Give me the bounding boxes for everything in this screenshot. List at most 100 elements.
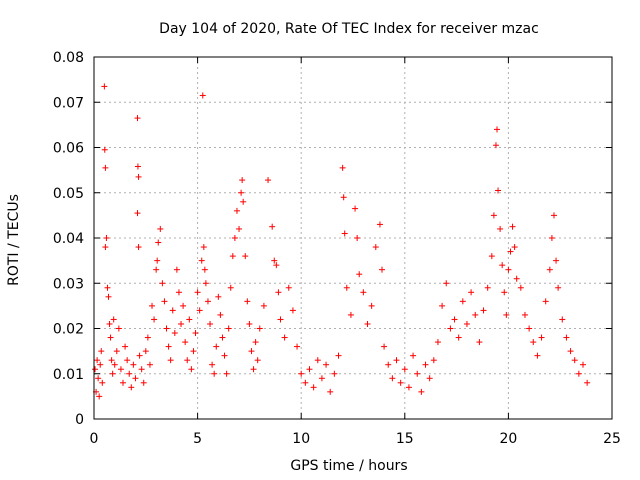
data-point — [340, 194, 347, 201]
data-point — [171, 330, 178, 337]
data-point — [393, 357, 400, 364]
data-point — [339, 164, 346, 171]
data-point — [538, 334, 545, 341]
data-point — [134, 163, 141, 170]
data-point — [584, 379, 591, 386]
data-point — [155, 239, 162, 246]
data-point — [173, 266, 180, 273]
data-point — [509, 223, 516, 230]
y-tick-label: 0.03 — [53, 276, 84, 292]
data-point — [347, 311, 354, 318]
data-point — [128, 384, 135, 391]
data-point — [275, 289, 282, 296]
data-point — [379, 266, 386, 273]
data-point — [103, 235, 110, 241]
data-point — [468, 289, 475, 296]
data-point — [102, 244, 109, 251]
data-point — [124, 357, 131, 364]
data-point — [492, 142, 499, 149]
data-point — [110, 316, 117, 323]
data-point — [94, 357, 101, 364]
data-point — [521, 311, 528, 318]
data-point — [144, 334, 151, 341]
y-tick-label: 0.05 — [53, 186, 84, 202]
data-point — [285, 284, 292, 291]
data-point — [302, 379, 309, 386]
data-point — [135, 173, 142, 180]
data-point — [256, 325, 263, 332]
data-point — [225, 325, 232, 332]
data-point — [273, 262, 280, 269]
data-point — [318, 375, 325, 382]
data-point — [501, 289, 508, 296]
data-point — [503, 311, 510, 318]
data-point — [281, 334, 288, 341]
data-point — [439, 302, 446, 309]
data-point — [165, 343, 172, 350]
data-point — [426, 375, 433, 382]
data-point — [122, 343, 129, 350]
data-point — [108, 357, 115, 364]
data-point — [480, 307, 487, 314]
data-point — [364, 320, 371, 327]
data-point — [546, 266, 553, 273]
data-point — [221, 352, 228, 359]
x-tick-label: 20 — [499, 431, 517, 447]
data-point — [192, 330, 199, 337]
data-point — [447, 325, 454, 332]
data-point — [194, 289, 201, 296]
data-point — [459, 298, 466, 305]
data-point — [248, 348, 255, 355]
data-point — [277, 316, 284, 323]
data-point — [106, 320, 113, 327]
data-point — [101, 83, 108, 90]
data-point — [184, 357, 191, 364]
data-point — [381, 343, 388, 350]
y-tick-label: 0.07 — [53, 95, 84, 111]
data-point — [271, 257, 278, 264]
data-point — [548, 235, 555, 241]
data-point — [238, 189, 245, 196]
data-point — [550, 212, 557, 219]
data-point — [132, 375, 139, 382]
data-point — [405, 384, 412, 391]
data-point — [159, 280, 166, 287]
data-point — [202, 280, 209, 287]
data-point — [115, 325, 122, 332]
data-point — [198, 257, 205, 264]
y-tick-label: 0 — [75, 412, 84, 428]
data-point — [372, 244, 379, 251]
data-point — [113, 348, 120, 355]
data-point — [188, 366, 195, 373]
y-axis-ticks: 0 0.01 0.02 0.03 0.04 0.05 0.06 0.07 0.08 — [53, 50, 612, 428]
data-point — [517, 284, 524, 291]
data-point — [213, 343, 220, 350]
chart-title: Day 104 of 2020, Rate Of TEC Index for r… — [159, 21, 539, 37]
data-point — [555, 284, 562, 291]
data-point — [563, 334, 570, 341]
data-point — [497, 225, 504, 232]
y-tick-label: 0.06 — [53, 141, 84, 157]
data-point — [96, 393, 103, 400]
data-point — [463, 320, 470, 327]
x-tick-label: 25 — [603, 431, 621, 447]
data-point — [244, 298, 251, 305]
data-point — [410, 352, 417, 359]
data-point — [175, 289, 182, 296]
data-point — [211, 370, 218, 377]
data-point — [265, 177, 272, 184]
data-point — [354, 235, 361, 241]
data-point — [254, 357, 261, 364]
data-point — [215, 293, 222, 300]
data-point — [130, 361, 137, 368]
data-point — [201, 266, 208, 273]
data-point — [105, 293, 112, 300]
data-point — [571, 357, 578, 364]
data-point — [109, 370, 116, 377]
data-point — [323, 361, 330, 368]
data-point — [246, 320, 253, 327]
data-point — [289, 307, 296, 314]
data-point — [104, 284, 111, 291]
data-point — [335, 352, 342, 359]
